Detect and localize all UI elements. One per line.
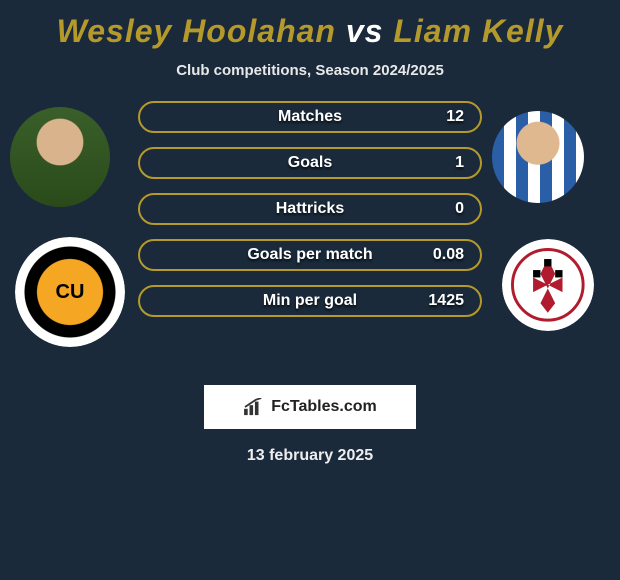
stat-row: Hattricks 0 [138,193,482,225]
crest-circle [502,239,594,331]
subtitle: Club competitions, Season 2024/2025 [0,62,620,79]
stat-label: Min per goal [263,292,357,310]
player2-avatar [492,111,584,203]
title-player2: Liam Kelly [393,13,563,49]
crest-circle: CU [15,237,125,347]
comparison-title: Wesley Hoolahan vs Liam Kelly [0,13,620,50]
stat-label: Goals [288,154,332,172]
stat-label: Matches [278,108,342,126]
stats-list: Matches 12 Goals 1 Hattricks 0 Goals per match… [138,101,482,317]
title-vs: vs [346,13,384,49]
player2-club-crest [502,239,594,331]
player1-avatar [10,107,110,207]
snapshot-date: 13 february 2025 [0,447,620,465]
watermark-badge: FcTables.com [204,385,416,429]
crest-text: CU [43,265,97,319]
stat-value: 0.08 [433,246,464,264]
stat-value: 12 [446,108,464,126]
stat-label: Hattricks [276,200,344,218]
player-face-placeholder [10,107,110,207]
chart-icon [243,398,265,416]
player-face-placeholder [492,111,584,203]
crest-svg [511,248,585,322]
title-player1: Wesley Hoolahan [57,13,336,49]
stat-label: Goals per match [247,246,372,264]
main-comparison-area: CU Matches 12 Goals 1 Hattricks 0 Goals per ma… [0,107,620,367]
stat-row: Goals per match 0.08 [138,239,482,271]
stat-value: 1 [455,154,464,172]
stat-value: 1425 [428,292,464,310]
player1-club-crest: CU [15,237,125,347]
stat-row: Goals 1 [138,147,482,179]
stat-row: Matches 12 [138,101,482,133]
watermark-text: FcTables.com [271,398,377,416]
stat-row: Min per goal 1425 [138,285,482,317]
stat-value: 0 [455,200,464,218]
